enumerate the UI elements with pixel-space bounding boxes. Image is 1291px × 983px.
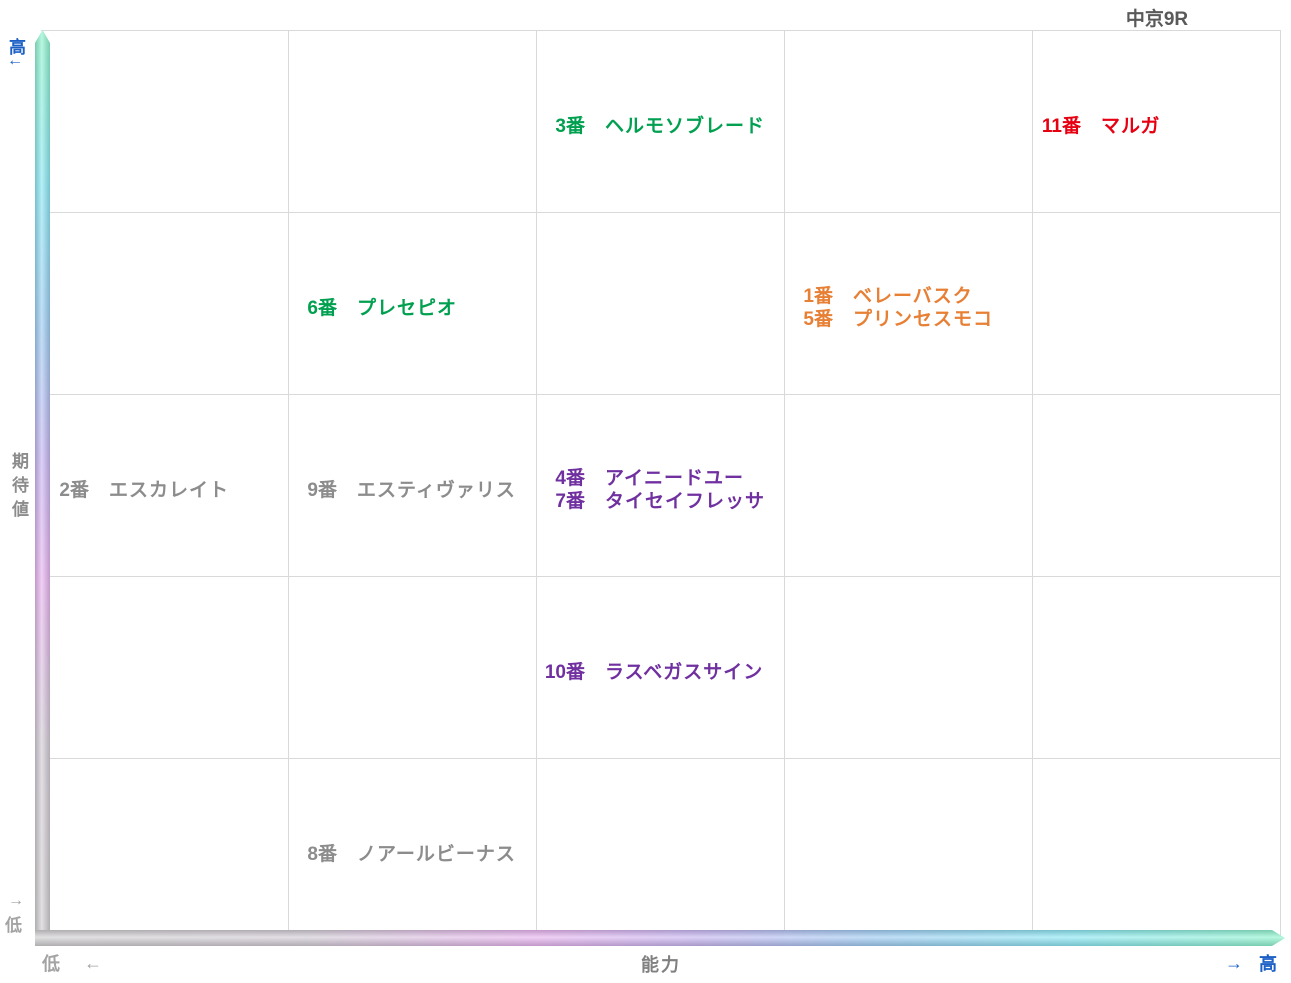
x-axis-gradient-bar (35, 930, 1285, 946)
horse-name: プリンセスモコ (853, 309, 994, 330)
horse-name: アイニードユー (605, 468, 745, 489)
horse-label: 11番 マルガ (1033, 115, 1160, 138)
chart-title: 中京9R (1125, 9, 1189, 30)
horse-cell: 11番 マルガ (1033, 31, 1281, 213)
x-axis-low-arrow-icon: ← (84, 952, 102, 973)
horse-number: 8番 (307, 843, 337, 865)
x-axis-high-arrow-icon: → (1225, 952, 1243, 973)
horse-name: タイセイフレッサ (605, 491, 766, 512)
plot-area: 3番 ヘルモソブレード 11番 マルガ 6番 プレセピオ 1番 ベレーバスク 5番 プリンセスモコ… (41, 30, 1281, 941)
y-axis-gradient-bar (35, 30, 50, 946)
horse-name: ヘルモソブレード (605, 115, 766, 137)
horse-cell: 2番 エスカレイト (41, 395, 289, 577)
horse-name: ベレーバスク (853, 286, 973, 307)
x-axis-high-group: → 高 (1225, 950, 1277, 976)
horse-name: エスカレイト (109, 479, 230, 501)
y-axis-high-arrow-icon: ← (7, 52, 23, 69)
y-axis-title: 期待値 (9, 452, 28, 524)
x-axis-high-label: 高 (1259, 954, 1277, 974)
horse-label: 7番 タイセイフレッサ (537, 490, 765, 513)
horse-label: 9番 エスティヴァリス (289, 479, 516, 502)
horse-label: 2番 エスカレイト (41, 479, 229, 502)
horse-label: 8番 ノアールビーナス (289, 843, 516, 866)
horse-label: 5番 プリンセスモコ (785, 308, 993, 331)
horse-cell: 1番 ベレーバスク 5番 プリンセスモコ (785, 213, 1033, 395)
horse-number: 10番 (544, 661, 585, 683)
horse-number: 11番 (1041, 115, 1081, 137)
horse-number: 7番 (555, 491, 585, 512)
horse-name: ノアールビーナス (357, 843, 516, 865)
horse-number: 6番 (307, 297, 337, 319)
horse-label: 6番 プレセピオ (289, 297, 457, 320)
x-axis-low-group: 低 ← (42, 950, 102, 976)
y-axis-low-label: 低 (5, 916, 22, 935)
horse-cell: 8番 ノアールビーナス (289, 759, 537, 941)
horse-label: 1番 ベレーバスク (785, 285, 973, 308)
horse-cell: 10番 ラスベガスサイン (537, 577, 785, 759)
horse-number: 9番 (307, 479, 337, 501)
horse-number: 1番 (803, 286, 833, 307)
horse-cell: 3番 ヘルモソブレード (537, 31, 785, 213)
y-axis-low-arrow-icon: → (8, 892, 24, 909)
horse-number: 2番 (59, 479, 89, 501)
x-axis-low-label: 低 (42, 954, 60, 974)
horse-cell: 4番 アイニードユー 7番 タイセイフレッサ (537, 395, 785, 577)
horse-label: 4番 アイニードユー (537, 467, 744, 490)
horse-cell: 9番 エスティヴァリス (289, 395, 537, 577)
horse-number: 3番 (555, 115, 585, 137)
horse-name: エスティヴァリス (357, 479, 516, 501)
horse-name: プレセピオ (357, 297, 458, 319)
horse-label: 3番 ヘルモソブレード (537, 115, 765, 138)
horse-cell: 6番 プレセピオ (289, 213, 537, 395)
horse-number: 4番 (555, 468, 585, 489)
x-axis-title: 能力 (641, 955, 681, 975)
horse-name: マルガ (1101, 115, 1161, 137)
horse-name: ラスベガスサイン (605, 661, 764, 683)
y-axis-high-label: 高 (9, 38, 26, 57)
horse-label: 10番 ラスベガスサイン (537, 661, 763, 684)
horse-number: 5番 (803, 309, 833, 330)
